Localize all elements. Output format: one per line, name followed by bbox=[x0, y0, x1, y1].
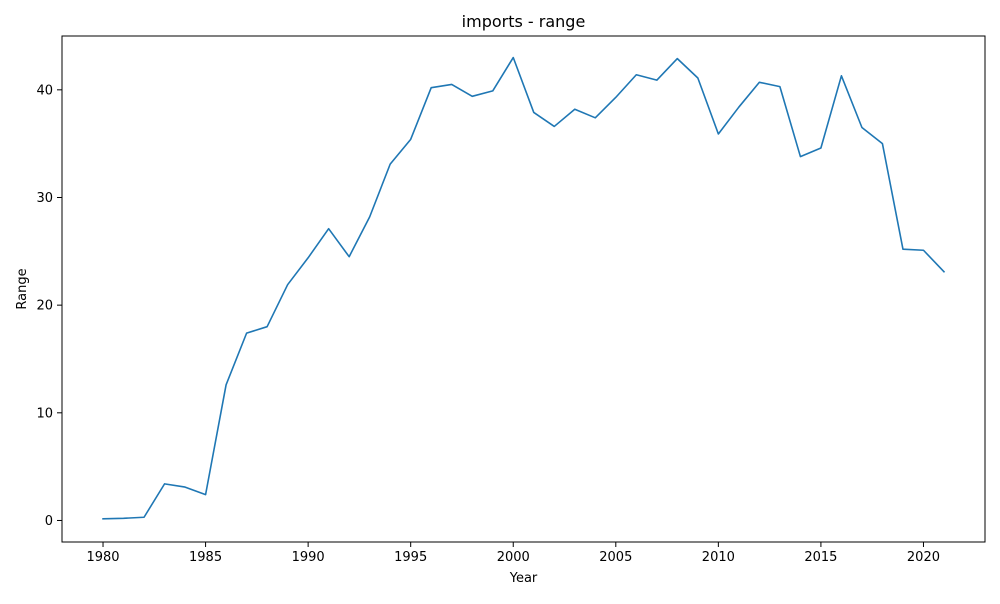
y-tick-label: 30 bbox=[36, 191, 53, 206]
x-tick-label: 2015 bbox=[804, 550, 837, 565]
x-tick-label: 1985 bbox=[189, 550, 222, 565]
y-tick-label: 40 bbox=[36, 83, 53, 98]
x-tick-label: 2020 bbox=[907, 550, 940, 565]
x-tick-label: 1995 bbox=[394, 550, 427, 565]
y-tick-label: 20 bbox=[36, 299, 53, 314]
y-axis-label: Range bbox=[15, 268, 30, 309]
chart-title: imports - range bbox=[462, 12, 586, 31]
x-axis-label: Year bbox=[509, 571, 538, 586]
x-tick-label: 2000 bbox=[497, 550, 530, 565]
y-tick-label: 0 bbox=[45, 514, 53, 529]
x-tick-label: 1990 bbox=[292, 550, 325, 565]
x-tick-label: 2005 bbox=[599, 550, 632, 565]
x-tick-label: 1980 bbox=[86, 550, 119, 565]
y-tick-label: 10 bbox=[36, 406, 53, 421]
x-tick-label: 2010 bbox=[702, 550, 735, 565]
